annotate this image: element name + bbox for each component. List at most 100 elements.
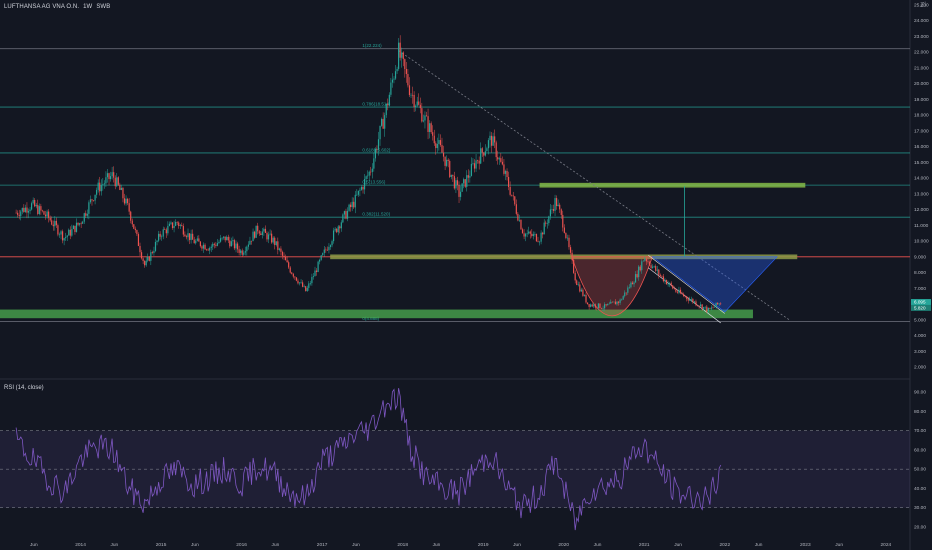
candle-body <box>35 204 37 207</box>
candle-body <box>277 241 279 250</box>
time-tick-label: 2020 <box>558 542 569 548</box>
candle-body <box>294 276 296 278</box>
candle-body <box>336 228 338 233</box>
candle-body <box>292 273 294 277</box>
candle-body <box>63 238 65 241</box>
candle-body <box>678 289 680 293</box>
candle-body <box>551 209 553 210</box>
candle-body <box>122 187 124 199</box>
price-tick-label: 12.000 <box>914 207 929 213</box>
time-tick-label: 2022 <box>719 542 730 548</box>
candle-body <box>51 220 53 225</box>
candle-body <box>687 298 689 301</box>
candle-body <box>534 234 536 235</box>
candle-body <box>144 261 146 266</box>
candle-body <box>446 159 448 166</box>
candle-body <box>286 260 288 263</box>
candle-body <box>223 236 225 238</box>
price-tick-label: 8.000 <box>914 270 926 276</box>
candle-body <box>77 222 79 225</box>
price-tick-label: 7.000 <box>914 286 926 292</box>
candle-body <box>385 104 387 116</box>
candle-body <box>379 125 381 140</box>
candle-body <box>79 223 81 225</box>
candle-body <box>586 302 589 305</box>
candle-body <box>133 224 135 229</box>
settings-icon[interactable]: Zl <box>920 2 926 9</box>
candle-body <box>267 234 270 240</box>
rsi-tick-label: 20.00 <box>914 525 926 531</box>
price-tick-label: 11.000 <box>914 223 929 229</box>
candle-body <box>181 225 183 226</box>
candle-body <box>384 115 386 129</box>
candle-body <box>315 270 318 272</box>
candle-body <box>720 303 722 305</box>
candle-body <box>661 275 663 277</box>
candle-body <box>18 214 20 216</box>
candle-body <box>605 304 607 306</box>
candle-body <box>27 211 30 213</box>
candle-body <box>554 198 556 211</box>
candle-body <box>546 223 548 224</box>
candle-body <box>117 177 119 185</box>
candle-body <box>597 303 600 309</box>
candle-body <box>171 222 174 229</box>
candle-body <box>128 203 130 212</box>
candle-body <box>621 299 623 301</box>
candle-body <box>306 287 308 292</box>
candle-body <box>565 232 567 238</box>
candle-body <box>38 206 40 215</box>
candle-body <box>363 179 366 190</box>
symbol-header[interactable]: LUFTHANSA AG VNA O.N. 1W SWB <box>4 4 114 10</box>
candle-body <box>136 230 138 235</box>
time-tick-label: 2016 <box>236 542 247 548</box>
candle-body <box>429 123 431 132</box>
candle-body <box>289 267 291 273</box>
candle-body <box>624 292 626 297</box>
candle-body <box>359 189 361 191</box>
candle-body <box>582 289 584 296</box>
candle-body <box>145 260 147 266</box>
candle-body <box>402 52 404 60</box>
candle-body <box>579 284 581 292</box>
candle-body <box>425 115 428 117</box>
candle-body <box>638 266 640 278</box>
candle-body <box>492 136 494 146</box>
candle-body <box>452 174 454 177</box>
candle-body <box>563 227 565 233</box>
price-tick-label: 19.000 <box>914 97 929 103</box>
candle-body <box>444 156 446 166</box>
candle-body <box>684 295 686 297</box>
candle-body <box>195 240 197 244</box>
rsi-tick-label: 50.00 <box>914 467 926 473</box>
candle-body <box>682 294 685 296</box>
candle-body <box>32 199 34 204</box>
candle-body <box>441 145 443 153</box>
candle-body <box>105 177 107 184</box>
candle-body <box>280 248 282 252</box>
candle-body <box>192 233 194 240</box>
candle-body <box>46 211 48 217</box>
price-tick-label: 18.000 <box>914 113 929 119</box>
candle-body <box>252 231 254 242</box>
candle-body <box>523 233 525 237</box>
candle-body <box>467 175 469 178</box>
candle-body <box>410 94 412 96</box>
candle-body <box>173 225 175 229</box>
candle-body <box>427 116 429 132</box>
candle-body <box>260 233 262 236</box>
candle-body <box>15 212 17 214</box>
candle-body <box>41 210 44 212</box>
candle-body <box>360 186 363 190</box>
candle-body <box>302 282 304 287</box>
candle-body <box>518 219 521 221</box>
candle-body <box>354 194 356 208</box>
candle-body <box>681 293 683 295</box>
price-tick-label: 17.000 <box>914 128 929 134</box>
candle-body <box>652 266 654 268</box>
candle-body <box>139 245 141 253</box>
candle-body <box>334 228 336 231</box>
candle-body <box>284 256 287 261</box>
candle-body <box>319 259 321 262</box>
